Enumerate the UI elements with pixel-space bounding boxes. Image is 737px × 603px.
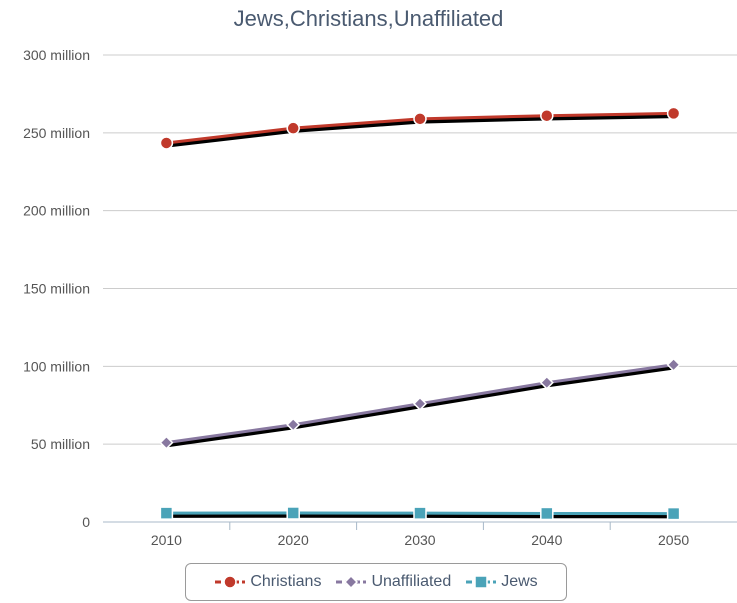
x-tick-label: 2050 (658, 532, 689, 548)
jews-point[interactable] (286, 506, 300, 520)
series-unaffiliated (159, 357, 681, 450)
jews-legend-marker (474, 575, 488, 589)
unaffiliated-legend-swatch (336, 575, 367, 589)
jews-point[interactable] (540, 506, 554, 521)
unaffiliated-point[interactable] (159, 435, 174, 450)
christians-point[interactable] (159, 136, 174, 150)
legend-label: Jews (501, 573, 538, 590)
unaffiliated-legend-marker (344, 575, 359, 589)
legend-label: Unaffiliated (371, 573, 452, 590)
x-tick-label: 2040 (531, 532, 562, 548)
axes: 0 50 million 100 million 150 million 200 mil… (23, 47, 737, 548)
christians-legend-marker (223, 575, 238, 589)
chart-title: Jews,Christians,Unaffiliated (233, 6, 504, 31)
christians-legend-swatch (215, 575, 246, 589)
christians-point[interactable] (666, 106, 681, 121)
unaffiliated-point[interactable] (666, 357, 681, 372)
gridlines (103, 54, 737, 445)
y-tick-label: 0 (82, 514, 90, 530)
legend-label: Christians (250, 573, 322, 590)
y-tick-label: 300 million (23, 47, 90, 63)
unaffiliated-point[interactable] (286, 417, 301, 432)
legend-item-christians[interactable]: Christians (214, 573, 321, 591)
series-layer (159, 106, 681, 521)
legend-item-unaffiliated[interactable]: Unaffiliated (335, 573, 451, 591)
legend: Christians Unaffiliated Jews (185, 563, 567, 601)
jews-point[interactable] (159, 506, 174, 520)
x-tick-label: 2030 (404, 532, 435, 548)
unaffiliated-point[interactable] (539, 375, 554, 390)
jews-point[interactable] (666, 506, 681, 521)
y-tick-label: 200 million (23, 203, 90, 219)
y-tick-label: 100 million (23, 358, 90, 374)
y-tick-label: 50 million (31, 436, 90, 452)
jews-point[interactable] (413, 506, 427, 520)
y-tick-label: 150 million (23, 281, 90, 297)
jews-legend-swatch (466, 575, 497, 589)
christians-point[interactable] (540, 108, 554, 123)
series-christians (159, 106, 681, 150)
x-tick-label: 2010 (151, 532, 182, 548)
series-jews (159, 506, 681, 521)
y-tick-label: 250 million (23, 125, 90, 141)
christians-point[interactable] (413, 112, 427, 126)
x-tick-label: 2020 (278, 532, 309, 548)
christians-point[interactable] (286, 121, 300, 135)
line-chart-plot: 0 50 million 100 million 150 million 200 mil… (23, 47, 737, 548)
legend-item-jews[interactable]: Jews (465, 573, 538, 591)
unaffiliated-point[interactable] (412, 396, 428, 411)
